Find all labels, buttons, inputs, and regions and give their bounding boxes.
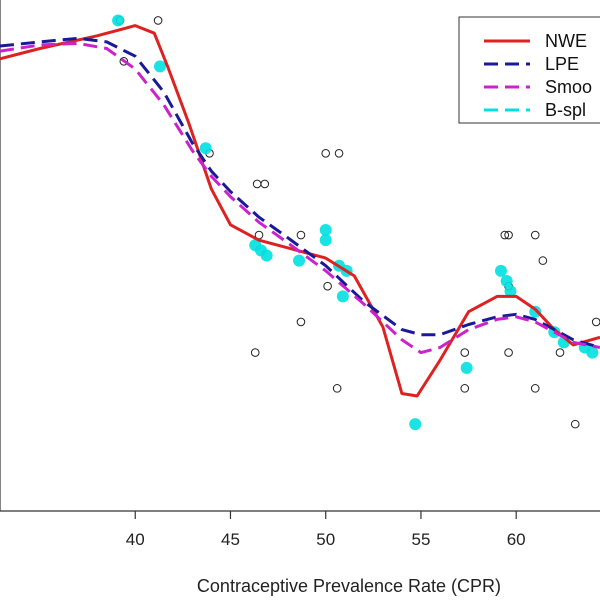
x-axis-ticks: 40 45 50 55 60	[126, 511, 526, 549]
observed-point	[260, 179, 270, 189]
observed-point	[250, 348, 260, 357]
observed-point	[538, 256, 548, 265]
observed-point	[504, 348, 513, 357]
fitted-lines-layer	[0, 24, 600, 398]
observed-point	[504, 230, 513, 240]
observed-point	[332, 384, 342, 393]
x-tick-label-40: 40	[126, 530, 145, 549]
observed-point	[500, 230, 510, 240]
x-tick-label-50: 50	[316, 530, 335, 549]
legend-label-lpe: LPE	[545, 54, 579, 74]
legend-label-bspline: B-spl	[545, 100, 586, 120]
bspline-point	[112, 14, 125, 27]
bspline-point	[409, 418, 422, 431]
bspline-point	[199, 142, 212, 155]
legend-label-nwe: NWE	[545, 31, 587, 51]
observed-point	[296, 317, 306, 327]
legend-label-smooth: Smoo	[545, 77, 592, 97]
observed-point	[530, 384, 540, 393]
observed-point	[296, 230, 306, 240]
observed-point	[460, 348, 470, 357]
lpe-line	[0, 36, 600, 349]
bspline-point	[260, 249, 273, 262]
bspline-point	[504, 285, 517, 298]
observed-point	[119, 57, 129, 66]
observed-point	[321, 149, 331, 158]
observed-point	[591, 317, 600, 327]
legend: NWE LPE Smoo B-spl	[458, 16, 600, 124]
observed-point	[252, 179, 262, 189]
observed-point	[323, 281, 332, 291]
observed-point	[460, 384, 470, 393]
bspline-point	[494, 264, 507, 277]
bspline-point	[154, 60, 166, 73]
bspline-point	[293, 254, 306, 267]
bspline-point	[336, 290, 349, 303]
bspline-point	[319, 223, 332, 236]
bspline-points-layer	[112, 14, 599, 431]
observed-point	[530, 230, 540, 240]
x-axis-title: Contraceptive Prevalence Rate (CPR)	[197, 576, 501, 596]
x-tick-label-55: 55	[411, 530, 430, 549]
observed-point	[334, 149, 344, 158]
observed-point	[555, 348, 565, 357]
bspline-point	[500, 275, 513, 288]
observed-point	[153, 16, 163, 25]
legend-box	[458, 16, 600, 124]
observed-point	[570, 419, 580, 429]
nwe-line	[0, 24, 600, 398]
bspline-point	[319, 234, 332, 247]
smooth-line	[0, 41, 600, 355]
bspline-point	[460, 361, 473, 374]
x-tick-label-60: 60	[507, 530, 526, 549]
x-tick-label-45: 45	[221, 530, 240, 549]
plot-area	[0, 0, 600, 512]
bspline-point	[586, 346, 599, 359]
